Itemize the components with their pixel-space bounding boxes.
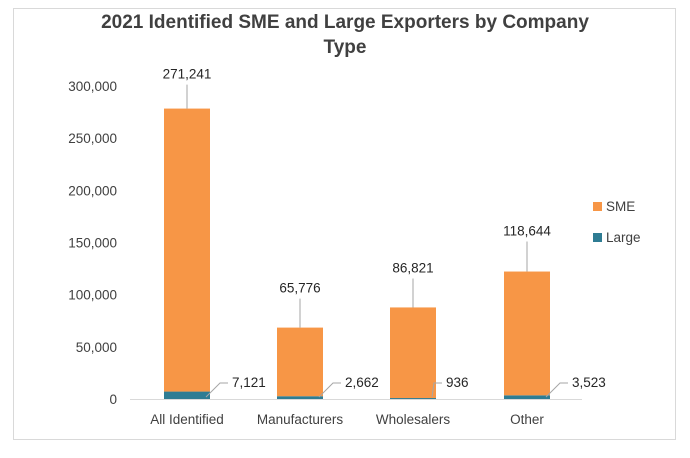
legend-swatch-sme — [593, 202, 602, 211]
chart-title-line-1: 2021 Identified SME and Large Exporters … — [101, 12, 589, 33]
chart-title-line-2: Type — [323, 37, 367, 58]
y-tick-label: 50,000 — [76, 340, 117, 355]
large-leader-line — [545, 382, 568, 398]
x-tick-label: Other — [510, 412, 544, 427]
y-tick-label: 100,000 — [68, 288, 117, 303]
bar-sme — [504, 271, 550, 396]
sme-data-label: 86,821 — [392, 260, 433, 275]
large-data-label: 936 — [446, 375, 469, 390]
sme-data-label: 65,776 — [279, 281, 320, 296]
large-leader-line — [318, 382, 341, 398]
bar-sme — [164, 108, 210, 392]
y-tick-label: 200,000 — [68, 183, 117, 198]
bar-sme — [277, 327, 323, 397]
y-tick-label: 150,000 — [68, 236, 117, 251]
large-data-label: 2,662 — [345, 375, 379, 390]
sme-data-label: 118,644 — [503, 224, 551, 239]
y-tick-label: 250,000 — [68, 131, 117, 146]
legend-label-large: Large — [606, 230, 641, 245]
legend-swatch-large — [593, 233, 602, 242]
bar-large — [504, 395, 550, 399]
bar-sme — [390, 307, 436, 399]
large-data-label: 3,523 — [572, 375, 606, 390]
y-tick-label: 300,000 — [68, 79, 117, 94]
chart-title: 2021 Identified SME and Large Exporters … — [0, 10, 690, 60]
y-tick-label: 0 — [109, 392, 117, 407]
large-data-label: 7,121 — [232, 375, 266, 390]
bar-large — [164, 391, 210, 399]
x-tick-label: All Identified — [150, 412, 224, 427]
bar-large — [390, 398, 436, 399]
large-leader-line — [431, 382, 442, 398]
x-tick-label: Wholesalers — [376, 412, 451, 427]
x-tick-label: Manufacturers — [257, 412, 344, 427]
bar-large — [277, 396, 323, 399]
legend-label-sme: SME — [606, 199, 635, 214]
chart-frame — [13, 8, 676, 440]
sme-data-label: 271,241 — [163, 67, 212, 82]
large-leader-line — [205, 382, 228, 398]
